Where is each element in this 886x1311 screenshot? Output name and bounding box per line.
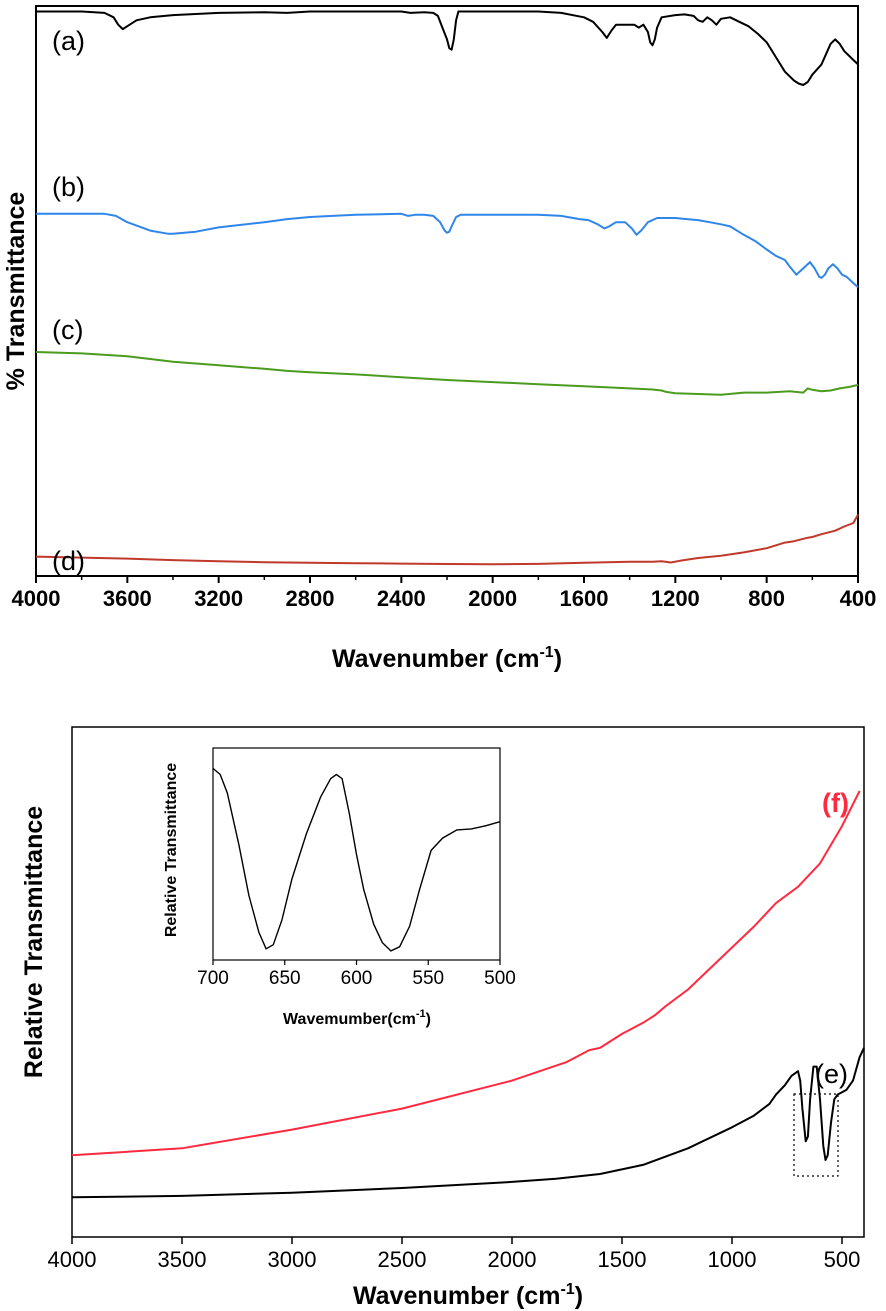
bottom-x-tick-label: 3000 — [268, 1247, 317, 1272]
top-x-tick-label: 1200 — [651, 586, 700, 611]
top-y-axis-title: % Transmittance — [2, 192, 30, 391]
inset-x-tick-label: 500 — [484, 968, 516, 989]
bottom-x-tick-label: 1500 — [598, 1247, 647, 1272]
top-x-tick-label: 2400 — [377, 586, 426, 611]
top-x-tick-label: 800 — [748, 586, 785, 611]
label-f: (f) — [822, 788, 849, 818]
inset-x-axis-title: Wavemumber(cm-1) — [283, 1008, 431, 1028]
top-series-c — [35, 351, 859, 396]
label-e: (e) — [815, 1059, 848, 1089]
highlight-box — [793, 1093, 839, 1177]
inset-curve — [212, 767, 501, 952]
label-d: (d) — [52, 546, 85, 576]
bottom-x-tick-label: 3500 — [158, 1247, 207, 1272]
top-x-tick-label: 3200 — [194, 586, 243, 611]
bottom-x-tick-label: 500 — [824, 1247, 861, 1272]
top-x-axis-title: Wavenumber (cm-1) — [332, 644, 562, 673]
label-b: (b) — [52, 172, 85, 202]
top-x-tick-label: 2000 — [468, 586, 517, 611]
label-c: (c) — [52, 315, 83, 345]
top-x-ticks: 4000 3600 3200 2800 2400 2000 1600 1200 800 400 — [12, 576, 877, 611]
inset-x-tick-label: 650 — [269, 968, 301, 989]
top-series-b — [36, 212, 859, 289]
bottom-x-ticks: 4000 3500 3000 2500 2000 1500 1000 500 — [48, 1237, 861, 1272]
inset: 700 650 600 550 500 Relative Transmittance W… — [163, 747, 516, 1028]
bottom-x-tick-label: 1000 — [708, 1247, 757, 1272]
bottom-panel: 4000 3500 3000 2500 2000 1500 1000 500 (f) (e) … — [20, 726, 865, 1310]
inset-x-tick-label: 700 — [197, 968, 229, 989]
top-x-tick-label: 3600 — [103, 586, 152, 611]
top-curves — [35, 10, 859, 566]
top-series-d — [35, 514, 859, 566]
label-a: (a) — [52, 26, 85, 56]
top-plot-frame — [35, 5, 859, 577]
inset-x-tick-label: 600 — [341, 968, 373, 989]
bottom-x-tick-label: 4000 — [48, 1247, 97, 1272]
bottom-x-tick-label: 2000 — [488, 1247, 537, 1272]
bottom-series-e — [71, 1047, 865, 1199]
bottom-x-tick-label: 2500 — [378, 1247, 427, 1272]
bottom-y-axis-title: Relative Transmittance — [20, 806, 48, 1078]
top-x-tick-label: 2800 — [286, 586, 335, 611]
bottom-plot-frame — [71, 726, 865, 1238]
bottom-x-axis-title: Wavenumber (cm-1) — [353, 1281, 583, 1310]
bottom-series-f — [71, 790, 861, 1157]
inset-y-axis-title: Relative Transmittance — [163, 763, 180, 937]
top-panel: 4000 3600 3200 2800 2400 2000 1600 1200 800 400 (… — [2, 5, 877, 673]
inset-series — [212, 767, 501, 952]
top-x-tick-label: 1600 — [560, 586, 609, 611]
top-x-tick-label: 400 — [840, 586, 877, 611]
inset-x-ticks: 700 650 600 550 500 — [197, 960, 516, 989]
bottom-curves — [71, 790, 865, 1199]
inset-x-tick-label: 550 — [412, 968, 444, 989]
top-x-tick-label: 4000 — [12, 586, 61, 611]
top-series-a — [36, 10, 859, 86]
